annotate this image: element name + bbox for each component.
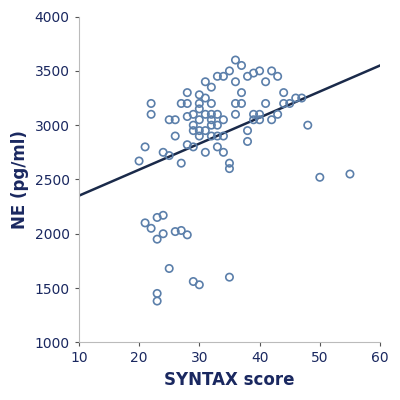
Point xyxy=(244,128,251,134)
Point xyxy=(256,111,263,118)
Point xyxy=(238,62,245,69)
Point xyxy=(154,214,160,221)
Point xyxy=(196,92,202,98)
Point xyxy=(196,100,202,107)
Point xyxy=(214,122,220,128)
Point xyxy=(286,100,293,107)
Point xyxy=(220,73,227,80)
Point xyxy=(226,274,233,280)
Point xyxy=(274,73,281,80)
Point xyxy=(250,111,257,118)
Point xyxy=(178,100,184,107)
Point xyxy=(184,90,190,96)
Point xyxy=(184,100,190,107)
Point xyxy=(304,122,311,128)
Point xyxy=(172,116,178,123)
Point xyxy=(172,228,178,235)
Point xyxy=(292,95,299,101)
Point xyxy=(136,158,142,164)
Point xyxy=(220,133,227,139)
Point xyxy=(172,133,178,139)
Point xyxy=(154,290,160,297)
Point xyxy=(208,100,214,107)
Point xyxy=(317,174,323,180)
Point xyxy=(196,133,202,139)
Point xyxy=(226,68,233,74)
X-axis label: SYNTAX score: SYNTAX score xyxy=(164,371,295,389)
Point xyxy=(166,265,172,272)
Point xyxy=(244,73,251,80)
Point xyxy=(154,236,160,242)
Point xyxy=(208,111,214,118)
Point xyxy=(226,160,233,166)
Point xyxy=(166,116,172,123)
Point xyxy=(178,227,184,234)
Point xyxy=(190,111,196,118)
Point xyxy=(262,78,269,85)
Point xyxy=(196,116,202,123)
Point xyxy=(238,90,245,96)
Y-axis label: NE (pg/ml): NE (pg/ml) xyxy=(11,130,29,229)
Point xyxy=(202,95,208,101)
Point xyxy=(208,84,214,90)
Point xyxy=(208,122,214,128)
Point xyxy=(184,142,190,148)
Point xyxy=(196,128,202,134)
Point xyxy=(250,70,257,76)
Point xyxy=(274,111,281,118)
Point xyxy=(166,152,172,159)
Point xyxy=(148,111,154,118)
Point xyxy=(196,106,202,112)
Point xyxy=(202,78,208,85)
Point xyxy=(190,144,196,150)
Point xyxy=(256,68,263,74)
Point xyxy=(148,225,154,232)
Point xyxy=(160,212,166,218)
Point xyxy=(280,100,287,107)
Point xyxy=(208,116,214,123)
Point xyxy=(184,113,190,120)
Point xyxy=(214,133,220,139)
Point xyxy=(202,149,208,156)
Point xyxy=(190,128,196,134)
Point xyxy=(154,298,160,304)
Point xyxy=(232,57,239,63)
Point xyxy=(214,111,220,118)
Point xyxy=(220,116,227,123)
Point xyxy=(268,68,275,74)
Point xyxy=(268,116,275,123)
Point xyxy=(214,73,220,80)
Point xyxy=(208,133,214,139)
Point xyxy=(190,278,196,285)
Point xyxy=(142,220,148,226)
Point xyxy=(220,149,227,156)
Point xyxy=(148,100,154,107)
Point xyxy=(280,90,287,96)
Point xyxy=(226,166,233,172)
Point xyxy=(202,111,208,118)
Point xyxy=(262,100,269,107)
Point xyxy=(214,144,220,150)
Point xyxy=(160,149,166,156)
Point xyxy=(232,100,239,107)
Point xyxy=(256,116,263,123)
Point xyxy=(190,122,196,128)
Point xyxy=(232,78,239,85)
Point xyxy=(232,111,239,118)
Point xyxy=(160,230,166,237)
Point xyxy=(250,116,257,123)
Point xyxy=(142,144,148,150)
Point xyxy=(178,160,184,166)
Point xyxy=(298,95,305,101)
Point xyxy=(347,171,353,177)
Point xyxy=(184,232,190,238)
Point xyxy=(202,128,208,134)
Point xyxy=(244,138,251,145)
Point xyxy=(196,282,202,288)
Point xyxy=(238,100,245,107)
